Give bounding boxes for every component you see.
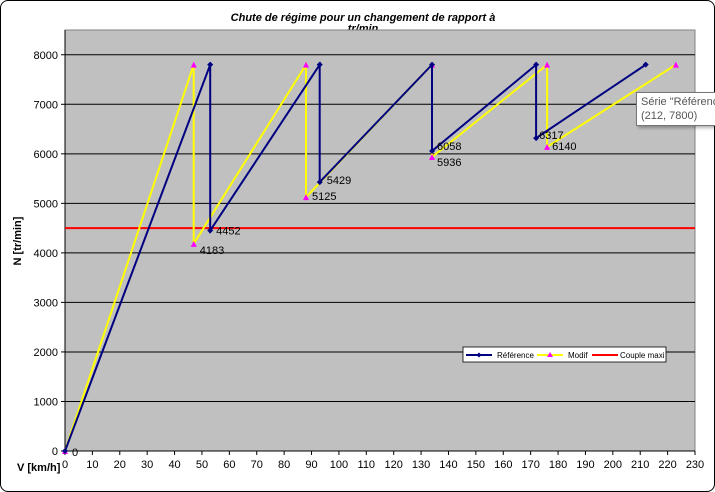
series-point-modif-6 xyxy=(429,153,436,160)
y-tick-label-1000: 1000 xyxy=(34,396,58,408)
y-tick-label-4000: 4000 xyxy=(34,248,58,260)
tooltip-series-name: Série "Référence" xyxy=(641,96,715,108)
x-tick-label-30: 30 xyxy=(141,459,153,471)
series-point-reference-7 xyxy=(533,61,540,68)
x-tick-label-150: 150 xyxy=(467,459,485,471)
series-point-reference-8 xyxy=(533,135,540,142)
y-tick-label-5000: 5000 xyxy=(34,198,58,210)
series-point-reference-0 xyxy=(62,448,68,454)
x-axis-title: V [km/h] xyxy=(17,462,61,474)
series-line-reference xyxy=(64,61,647,452)
legend-marker-modif xyxy=(547,352,553,357)
series-point-reference-3 xyxy=(316,61,323,68)
x-tick-label-10: 10 xyxy=(86,459,98,471)
x-tick-label-50: 50 xyxy=(196,459,208,471)
legend-marker-reference xyxy=(476,352,482,358)
data-label-0: 0 xyxy=(72,447,78,459)
series-point-modif-2 xyxy=(190,240,197,247)
x-tick-label-70: 70 xyxy=(251,459,263,471)
series-point-modif-1 xyxy=(190,61,197,68)
series-point-reference-2 xyxy=(207,227,214,234)
series-point-reference-4 xyxy=(316,179,323,186)
y-tick-label-2000: 2000 xyxy=(34,347,58,359)
data-label-2: 4452 xyxy=(216,225,240,237)
y-tick-label-6000: 6000 xyxy=(34,149,58,161)
x-tick-label-20: 20 xyxy=(114,459,126,471)
data-label-7: 6317 xyxy=(539,130,563,142)
x-tick-label-180: 180 xyxy=(549,459,567,471)
legend-box xyxy=(462,346,667,363)
series-point-reference-6 xyxy=(429,147,436,154)
data-label-6: 5936 xyxy=(437,157,461,169)
x-tick-label-200: 200 xyxy=(604,459,622,471)
y-tick-label-8000: 8000 xyxy=(34,50,58,62)
x-tick-label-230: 230 xyxy=(686,459,704,471)
legend-label-reference: Référence xyxy=(497,351,534,360)
x-tick-label-170: 170 xyxy=(521,459,539,471)
series-layer xyxy=(62,61,695,454)
x-tick-label-60: 60 xyxy=(223,459,235,471)
series-point-modif-8 xyxy=(544,143,551,150)
x-axis-ticks: 0 10 20 30 40 50 60 70 80 90 100 110 120 130 140 150 160… xyxy=(62,450,704,471)
series-point-reference-9 xyxy=(642,61,649,68)
legend: Référence Modif Couple maxi xyxy=(462,346,667,363)
y-tick-label-7000: 7000 xyxy=(34,99,58,111)
x-tick-label-110: 110 xyxy=(358,459,376,471)
chart-title-line1: Chute de régime pour un changement de ra… xyxy=(231,12,496,24)
x-tick-label-130: 130 xyxy=(412,459,430,471)
series-point-reference-1 xyxy=(207,61,214,68)
series-point-modif-9 xyxy=(672,61,679,68)
data-label-1: 4183 xyxy=(200,245,224,257)
x-tick-label-120: 120 xyxy=(385,459,403,471)
series-point-modif-3 xyxy=(303,61,310,68)
x-tick-label-100: 100 xyxy=(330,459,348,471)
x-tick-label-90: 90 xyxy=(305,459,317,471)
grid-lines xyxy=(65,54,695,402)
series-point-modif-7 xyxy=(544,61,551,68)
x-tick-label-40: 40 xyxy=(168,459,180,471)
x-tick-label-160: 160 xyxy=(494,459,512,471)
data-label-8: 6140 xyxy=(552,141,576,153)
series-point-modif-4 xyxy=(303,194,310,201)
x-tick-label-220: 220 xyxy=(658,459,676,471)
x-tick-label-80: 80 xyxy=(278,459,290,471)
x-tick-label-140: 140 xyxy=(439,459,457,471)
legend-label-couple-maxi: Couple maxi xyxy=(620,351,665,360)
y-tick-label-3000: 3000 xyxy=(34,297,58,309)
tooltip-point-value: (212, 7800) xyxy=(641,110,698,122)
legend-label-modif: Modif xyxy=(568,351,588,360)
series-tooltip: Série "Référence" (212, 7800) xyxy=(636,92,715,126)
data-label-5: 6058 xyxy=(437,141,461,153)
plot-area xyxy=(64,29,696,452)
x-tick-label-190: 190 xyxy=(576,459,594,471)
y-tick-label-0: 0 xyxy=(52,446,58,458)
y-axis-ticks: 0 1000 2000 3000 4000 5000 6000 7000 8000 xyxy=(34,30,66,458)
data-label-3: 5125 xyxy=(312,191,336,203)
x-tick-label-210: 210 xyxy=(631,459,649,471)
series-point-reference-5 xyxy=(429,61,436,68)
data-label-4: 5429 xyxy=(327,175,351,187)
x-tick-label-0: 0 xyxy=(62,459,68,471)
y-axis-title: N [tr/min] xyxy=(12,216,24,265)
